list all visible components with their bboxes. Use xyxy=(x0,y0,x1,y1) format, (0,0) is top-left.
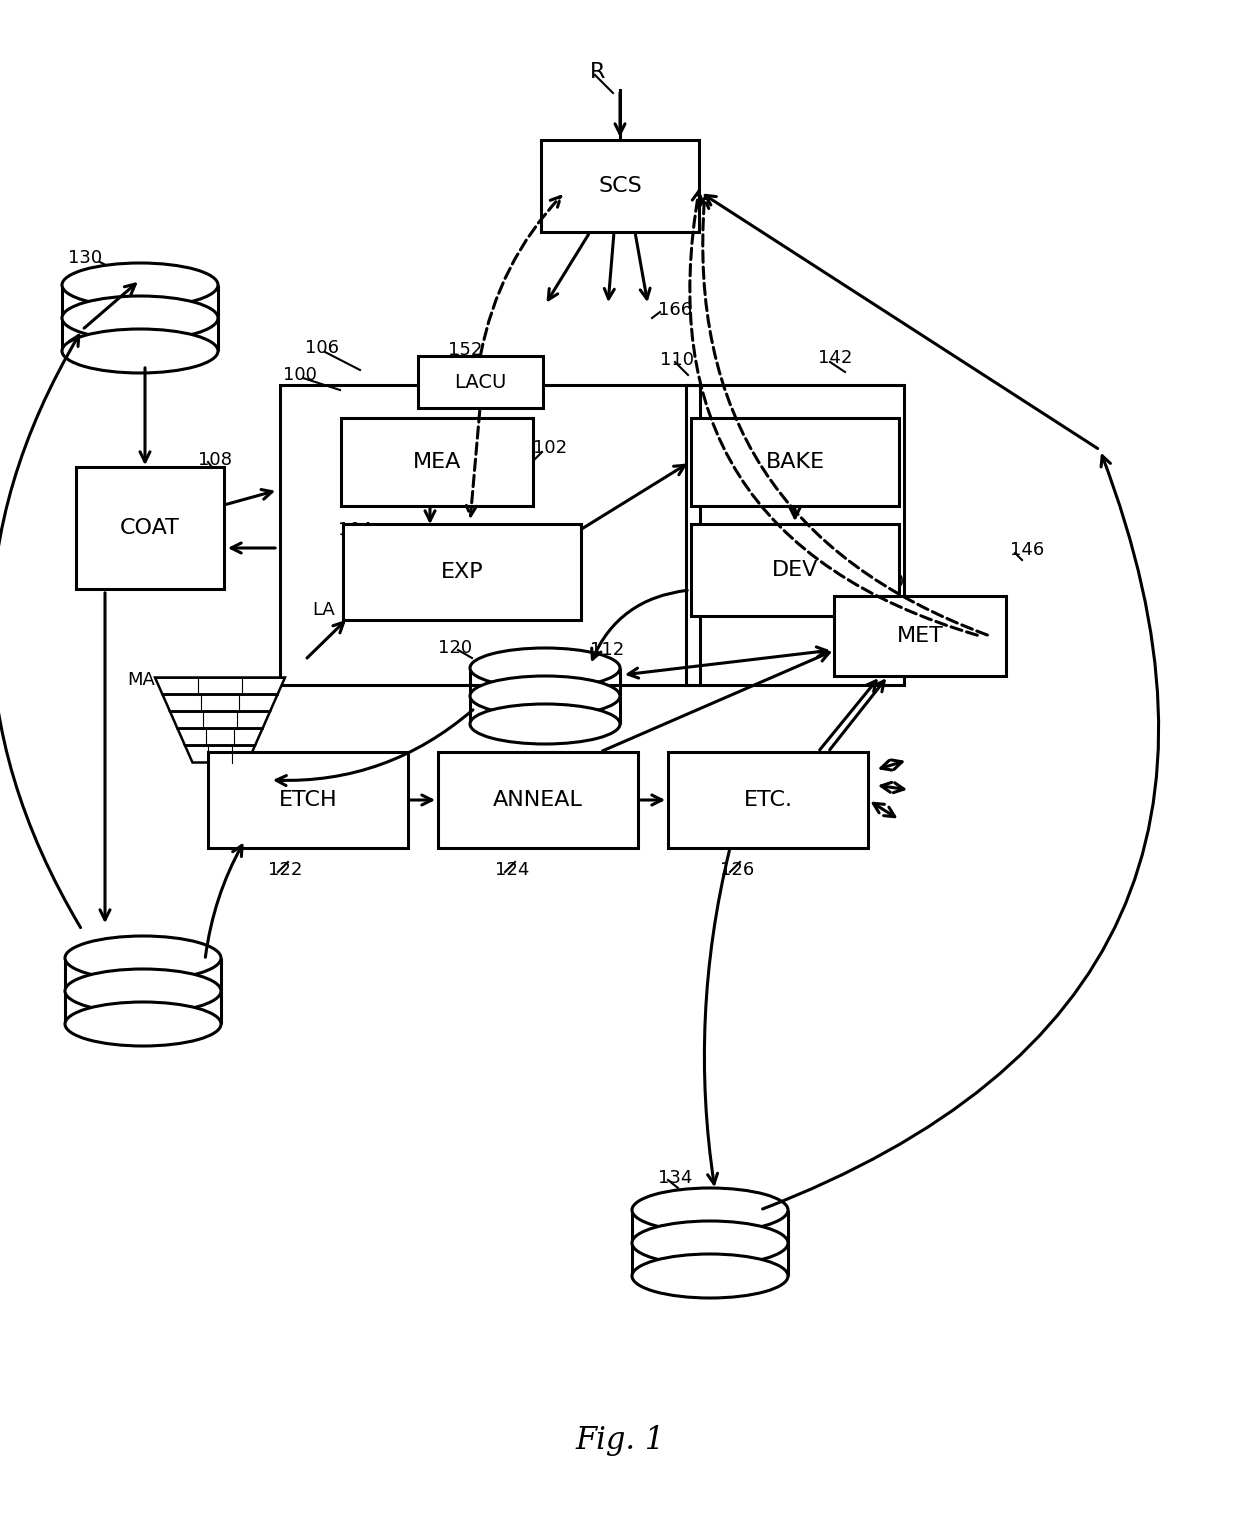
Text: 152: 152 xyxy=(448,341,482,358)
Text: 110: 110 xyxy=(660,351,694,369)
Text: 142: 142 xyxy=(818,349,852,367)
Text: 104: 104 xyxy=(339,521,372,539)
Text: LACU: LACU xyxy=(454,372,506,392)
Polygon shape xyxy=(155,678,285,695)
Polygon shape xyxy=(185,746,255,762)
Ellipse shape xyxy=(470,677,620,717)
Text: W: W xyxy=(155,322,172,338)
Bar xyxy=(418,357,543,407)
Ellipse shape xyxy=(64,1001,221,1046)
Bar xyxy=(343,524,582,620)
Text: 146: 146 xyxy=(1011,540,1044,559)
Text: 108: 108 xyxy=(198,452,232,468)
Bar xyxy=(691,418,899,507)
Bar xyxy=(341,418,533,507)
Text: MA: MA xyxy=(128,671,155,689)
Text: ETCH: ETCH xyxy=(279,790,337,810)
Bar xyxy=(686,384,904,684)
Text: 166: 166 xyxy=(658,302,692,318)
Bar xyxy=(691,524,899,615)
Text: 112: 112 xyxy=(590,641,624,658)
Text: 120: 120 xyxy=(438,638,472,657)
Bar xyxy=(835,596,1006,677)
Ellipse shape xyxy=(62,295,218,340)
Text: 126: 126 xyxy=(720,860,754,879)
Text: 102: 102 xyxy=(533,439,567,456)
Bar xyxy=(438,752,639,848)
Ellipse shape xyxy=(62,329,218,374)
Text: Fig. 1: Fig. 1 xyxy=(575,1424,665,1456)
Text: ANNEAL: ANNEAL xyxy=(494,790,583,810)
Ellipse shape xyxy=(632,1222,787,1265)
Text: 106: 106 xyxy=(305,338,339,357)
Text: ETC.: ETC. xyxy=(744,790,792,810)
Text: COAT: COAT xyxy=(120,517,180,537)
Bar xyxy=(280,384,701,684)
Text: 100: 100 xyxy=(283,366,317,384)
Text: 122: 122 xyxy=(268,860,303,879)
Polygon shape xyxy=(170,712,270,729)
Ellipse shape xyxy=(64,969,221,1014)
Text: 124: 124 xyxy=(495,860,529,879)
Ellipse shape xyxy=(470,648,620,687)
Bar xyxy=(668,752,868,848)
Text: MEA: MEA xyxy=(413,452,461,472)
Text: R: R xyxy=(590,61,605,83)
Ellipse shape xyxy=(62,263,218,308)
Ellipse shape xyxy=(470,704,620,744)
Bar xyxy=(76,467,224,589)
Text: 140: 140 xyxy=(870,573,904,591)
Bar xyxy=(541,139,699,233)
Ellipse shape xyxy=(632,1188,787,1232)
Bar xyxy=(208,752,408,848)
Text: LA: LA xyxy=(312,602,335,619)
Ellipse shape xyxy=(632,1254,787,1298)
Polygon shape xyxy=(177,729,263,746)
Text: BAKE: BAKE xyxy=(765,452,825,472)
Text: MET: MET xyxy=(897,626,944,646)
Ellipse shape xyxy=(64,935,221,980)
Polygon shape xyxy=(162,695,278,712)
Text: DEV: DEV xyxy=(771,560,818,580)
Text: 130: 130 xyxy=(68,250,102,266)
Text: 132: 132 xyxy=(140,1010,175,1029)
Text: 134: 134 xyxy=(658,1170,692,1187)
Text: EXP: EXP xyxy=(440,562,484,582)
Text: SCS: SCS xyxy=(598,176,642,196)
